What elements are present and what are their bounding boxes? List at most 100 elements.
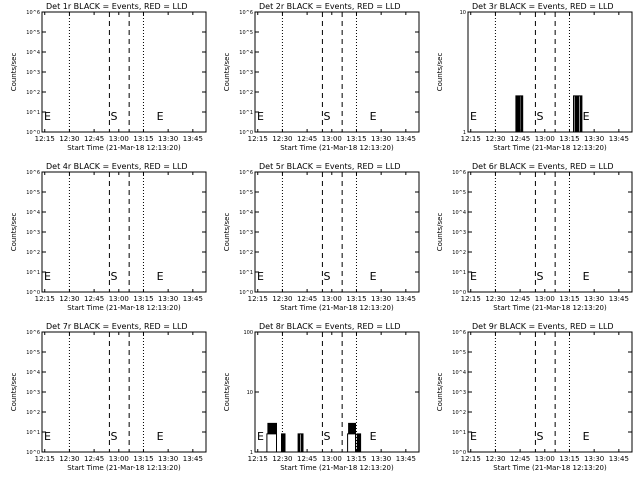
x-tick-label: 12:15	[35, 295, 55, 303]
y-tick-label: 10^1	[239, 270, 253, 276]
y-tick-label: 10^4	[26, 50, 40, 56]
x-tick-label: 12:45	[84, 295, 104, 303]
x-axis-label: Start Time (21-Mar-18 12:13:20)	[493, 304, 607, 312]
x-tick-label: 13:00	[535, 295, 555, 303]
x-tick-label: 13:00	[322, 135, 342, 143]
panel-title: Det 3r BLACK = Events, RED = LLD	[472, 2, 614, 11]
marker-right-e: E	[370, 270, 377, 283]
det-panel-5: Det 5r BLACK = Events, RED = LLD 12:15 12:…	[223, 162, 420, 312]
x-tick-label: 13:00	[322, 295, 342, 303]
x-tick-label: 13:15	[133, 295, 153, 303]
y-tick-label: 10^3	[26, 390, 40, 396]
x-tick-label: 13:30	[158, 135, 178, 143]
x-tick-label: 12:45	[510, 135, 530, 143]
y-tick-label: 10^6	[239, 170, 253, 176]
y-tick-label: 1	[250, 450, 253, 456]
panel-title: Det 8r BLACK = Events, RED = LLD	[259, 322, 401, 331]
y-axis-label: Counts/sec	[436, 373, 444, 412]
y-tick-label: 10^2	[239, 250, 253, 256]
y-axis-label: Counts/sec	[436, 213, 444, 252]
y-tick-label: 10^5	[452, 190, 466, 196]
y-tick-label: 10^0	[452, 290, 466, 296]
y-tick-label: 10^2	[239, 90, 253, 96]
x-tick-label: 12:30	[272, 295, 292, 303]
x-tick-label: 12:45	[510, 295, 530, 303]
x-tick-label: 12:15	[35, 455, 55, 463]
det-panel-8: Det 8r BLACK = Events, RED = LLD 12:15 12:…	[223, 322, 420, 472]
x-tick-label: 13:45	[183, 295, 203, 303]
events-trace	[297, 433, 304, 453]
det-panel-3: Det 3r BLACK = Events, RED = LLD 12:15 12:…	[436, 2, 633, 152]
x-tick-label: 13:30	[584, 455, 604, 463]
x-tick-label: 12:15	[461, 455, 481, 463]
events-trace	[346, 422, 357, 453]
x-tick-label: 12:45	[84, 135, 104, 143]
marker-left-e: E	[257, 430, 264, 443]
y-tick-label: 10^2	[26, 410, 40, 416]
x-tick-label: 13:15	[346, 135, 366, 143]
y-tick-label: 10^1	[26, 110, 40, 116]
y-axis-label: Counts/sec	[10, 213, 18, 252]
panel-title: Det 5r BLACK = Events, RED = LLD	[259, 162, 401, 171]
y-tick-label: 10^6	[239, 10, 253, 16]
x-tick-label: 13:15	[559, 455, 579, 463]
marker-left-e: E	[44, 430, 51, 443]
y-tick-label: 10^2	[26, 250, 40, 256]
x-tick-label: 13:15	[133, 455, 153, 463]
events-trace	[280, 433, 286, 453]
y-tick-label: 10^3	[239, 230, 253, 236]
marker-right-e: E	[157, 110, 164, 123]
marker-s: S	[324, 270, 331, 283]
x-tick-label: 12:45	[84, 455, 104, 463]
y-tick-label: 10^1	[26, 270, 40, 276]
panel-title: Det 2r BLACK = Events, RED = LLD	[259, 2, 401, 11]
marker-left-e: E	[470, 110, 477, 123]
x-tick-label: 12:45	[297, 455, 317, 463]
panel-title: Det 7r BLACK = Events, RED = LLD	[46, 322, 188, 331]
x-tick-label: 13:00	[535, 455, 555, 463]
y-tick-label: 10^6	[26, 10, 40, 16]
x-axis-label: Start Time (21-Mar-18 12:13:20)	[493, 464, 607, 472]
marker-right-e: E	[583, 110, 590, 123]
marker-right-e: E	[370, 110, 377, 123]
y-tick-label: 10^0	[452, 450, 466, 456]
det-panel-7: Det 7r BLACK = Events, RED = LLD 12:15 12:…	[10, 322, 207, 472]
y-tick-label: 10^6	[26, 170, 40, 176]
marker-right-e: E	[157, 270, 164, 283]
x-tick-label: 13:15	[346, 455, 366, 463]
y-tick-label: 10^4	[26, 370, 40, 376]
events-trace	[356, 433, 362, 453]
x-axis-label: Start Time (21-Mar-18 12:13:20)	[67, 464, 181, 472]
x-tick-label: 13:30	[158, 455, 178, 463]
y-axis-label: Counts/sec	[223, 53, 231, 92]
x-tick-label: 12:45	[510, 455, 530, 463]
y-tick-label: 10^5	[26, 190, 40, 196]
x-tick-label: 13:45	[396, 135, 416, 143]
x-tick-label: 12:45	[297, 295, 317, 303]
x-tick-label: 12:30	[272, 455, 292, 463]
y-axis-label: Counts/sec	[223, 213, 231, 252]
y-tick-label: 10^0	[239, 290, 253, 296]
det-panel-4: Det 4r BLACK = Events, RED = LLD 12:15 12:…	[10, 162, 207, 312]
y-tick-label: 10^5	[26, 30, 40, 36]
plot-frame	[467, 11, 633, 133]
x-tick-label: 13:45	[609, 135, 629, 143]
x-tick-label: 12:45	[297, 135, 317, 143]
y-tick-label: 10^0	[26, 130, 40, 136]
x-tick-label: 12:30	[272, 135, 292, 143]
y-tick-label: 10^6	[26, 330, 40, 336]
y-axis-label: Counts/sec	[223, 373, 231, 412]
x-tick-label: 13:45	[609, 295, 629, 303]
events-trace	[266, 422, 278, 453]
panel-title: Det 1r BLACK = Events, RED = LLD	[46, 2, 188, 11]
x-tick-label: 12:15	[248, 295, 268, 303]
x-tick-label: 13:00	[322, 455, 342, 463]
y-tick-label: 10^0	[26, 450, 40, 456]
y-tick-label: 10^4	[26, 210, 40, 216]
x-axis-label: Start Time (21-Mar-18 12:13:20)	[67, 304, 181, 312]
x-tick-label: 13:00	[109, 295, 129, 303]
x-tick-label: 13:30	[371, 455, 391, 463]
x-tick-label: 13:30	[371, 295, 391, 303]
x-tick-label: 13:45	[396, 295, 416, 303]
marker-right-e: E	[370, 430, 377, 443]
